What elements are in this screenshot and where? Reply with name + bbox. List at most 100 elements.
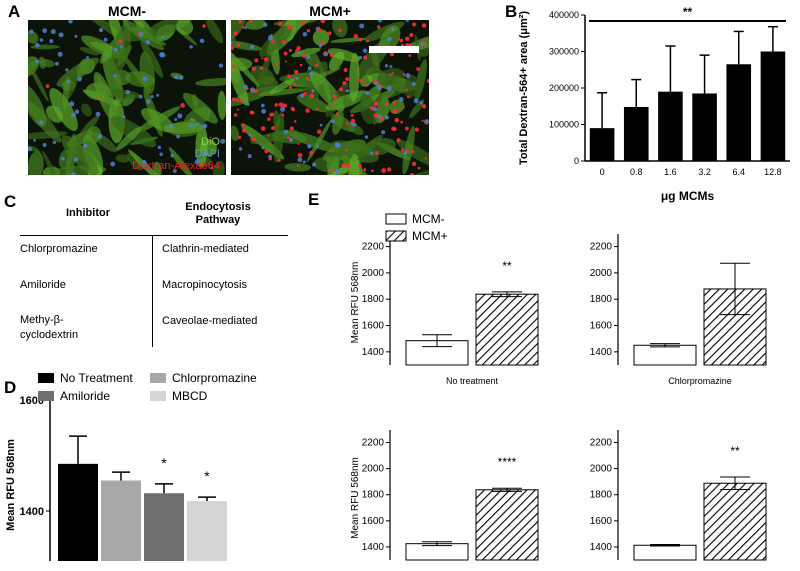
cell-shape — [414, 58, 427, 102]
dextran-dot — [335, 112, 339, 116]
bar — [623, 106, 649, 161]
y-tick-label: 1400 — [590, 542, 613, 553]
cell-shape — [360, 74, 373, 87]
nucleus-dot — [86, 56, 90, 60]
legend-dapi: DAPI — [194, 148, 220, 160]
nucleus-dot — [74, 109, 80, 114]
nucleus-dot — [381, 130, 386, 135]
nucleus-dot — [202, 123, 208, 129]
y-tick-label: 200000 — [549, 83, 579, 93]
dextran-dot — [408, 54, 412, 57]
legend-swatch-mcm-plus — [385, 230, 407, 242]
dextran-dot — [180, 103, 185, 108]
cell-shape — [353, 134, 383, 161]
nucleus-dot — [69, 101, 75, 107]
dextran-dot — [246, 87, 249, 91]
dextran-dot — [412, 22, 417, 27]
cell-shape — [127, 149, 168, 175]
dextran-dot — [370, 169, 374, 173]
dextran-dot — [345, 77, 350, 82]
x-tick-label: 0 — [600, 167, 605, 177]
cell-shape — [349, 52, 360, 103]
bar — [144, 493, 184, 561]
nucleus-dot — [249, 87, 256, 93]
cell-shape — [205, 20, 224, 44]
cell-shape — [145, 20, 195, 37]
nucleus-dot — [54, 61, 59, 66]
nucleus-dot — [71, 172, 76, 175]
dextran-dot — [386, 167, 392, 172]
nucleus-dot — [189, 122, 194, 127]
dextran-dot — [277, 158, 281, 162]
x-tick-label: 1.6 — [664, 167, 677, 177]
dextran-dot — [363, 55, 368, 60]
dextran-dot — [370, 106, 375, 111]
cell-shape — [348, 124, 364, 136]
significance-label: ** — [730, 444, 740, 458]
panel-d-letter: D — [4, 378, 17, 397]
bar — [760, 51, 786, 161]
nucleus-dot — [261, 146, 265, 150]
nucleus-dot — [145, 40, 151, 45]
dextran-dot — [309, 151, 314, 155]
y-tick-label: 1600 — [590, 321, 613, 332]
chart-d: 1400 1600 Mean RFU 568nm * * No Treatment Chlo… — [5, 371, 257, 561]
cell-shape — [86, 126, 102, 144]
nucleus-dot — [39, 120, 44, 125]
significance-label: **** — [498, 455, 517, 469]
nucleus-dot — [159, 52, 165, 58]
nucleus-dot — [159, 152, 163, 156]
nucleus-dot — [95, 111, 101, 117]
dextran-dot — [402, 73, 406, 76]
nucleus-dot — [99, 28, 104, 33]
legend-label: Chlorpromazine — [172, 371, 257, 385]
dextran-dot — [331, 102, 335, 106]
subplot: 1400 1600 1800 2000 2200 Chlorpromazine — [590, 234, 767, 386]
y-tick-label: 1400 — [362, 542, 385, 553]
dextran-dot — [274, 102, 279, 107]
dextran-dot — [253, 89, 258, 93]
cell-shape — [135, 106, 181, 134]
dextran-dot — [241, 123, 245, 127]
cell-shape — [168, 147, 196, 175]
dextran-dot — [292, 82, 296, 86]
inhibitor-cell: Amiloride — [20, 279, 66, 291]
dextran-dot — [411, 150, 415, 154]
dextran-dot — [405, 88, 408, 92]
cell-shape — [140, 38, 164, 78]
dextran-dot — [345, 122, 349, 126]
nucleus-dot — [302, 160, 306, 164]
dextran-dot — [268, 157, 273, 161]
nucleus-dot — [83, 143, 88, 148]
cell-shape — [79, 46, 100, 56]
y-tick-label: 1800 — [362, 490, 385, 501]
dextran-dot — [374, 79, 378, 83]
y-tick-label: 1600 — [590, 516, 613, 527]
nucleus-dot — [403, 150, 408, 155]
y-tick-label: 100000 — [549, 120, 579, 130]
dextran-dot — [296, 164, 299, 167]
cell-shape — [122, 20, 164, 51]
dextran-dot — [236, 98, 240, 102]
bar — [475, 293, 539, 366]
y-tick-label: 1800 — [362, 294, 385, 305]
cell-shape — [81, 35, 121, 59]
cell-shape — [126, 153, 143, 171]
nucleus-dot — [42, 143, 47, 147]
nucleus-dot — [146, 99, 151, 104]
pathway-cell: Caveolae-mediated — [162, 315, 258, 327]
nucleus-dot — [68, 20, 73, 24]
nucleus-dot — [150, 94, 154, 99]
y-axis-label: Mean RFU 568nm — [350, 262, 361, 344]
dextran-dot — [293, 120, 297, 123]
legend-dio: DiO — [201, 136, 220, 148]
nucleus-dot — [283, 129, 289, 135]
dextran-dot — [202, 24, 206, 28]
dextran-dot — [414, 127, 419, 132]
dextran-dot — [271, 39, 275, 44]
cell-shape — [231, 20, 247, 43]
dextran-dot — [296, 46, 301, 51]
nucleus-dot — [42, 28, 48, 34]
legend-label: No Treatment — [60, 371, 133, 385]
dextran-dot — [294, 69, 299, 75]
